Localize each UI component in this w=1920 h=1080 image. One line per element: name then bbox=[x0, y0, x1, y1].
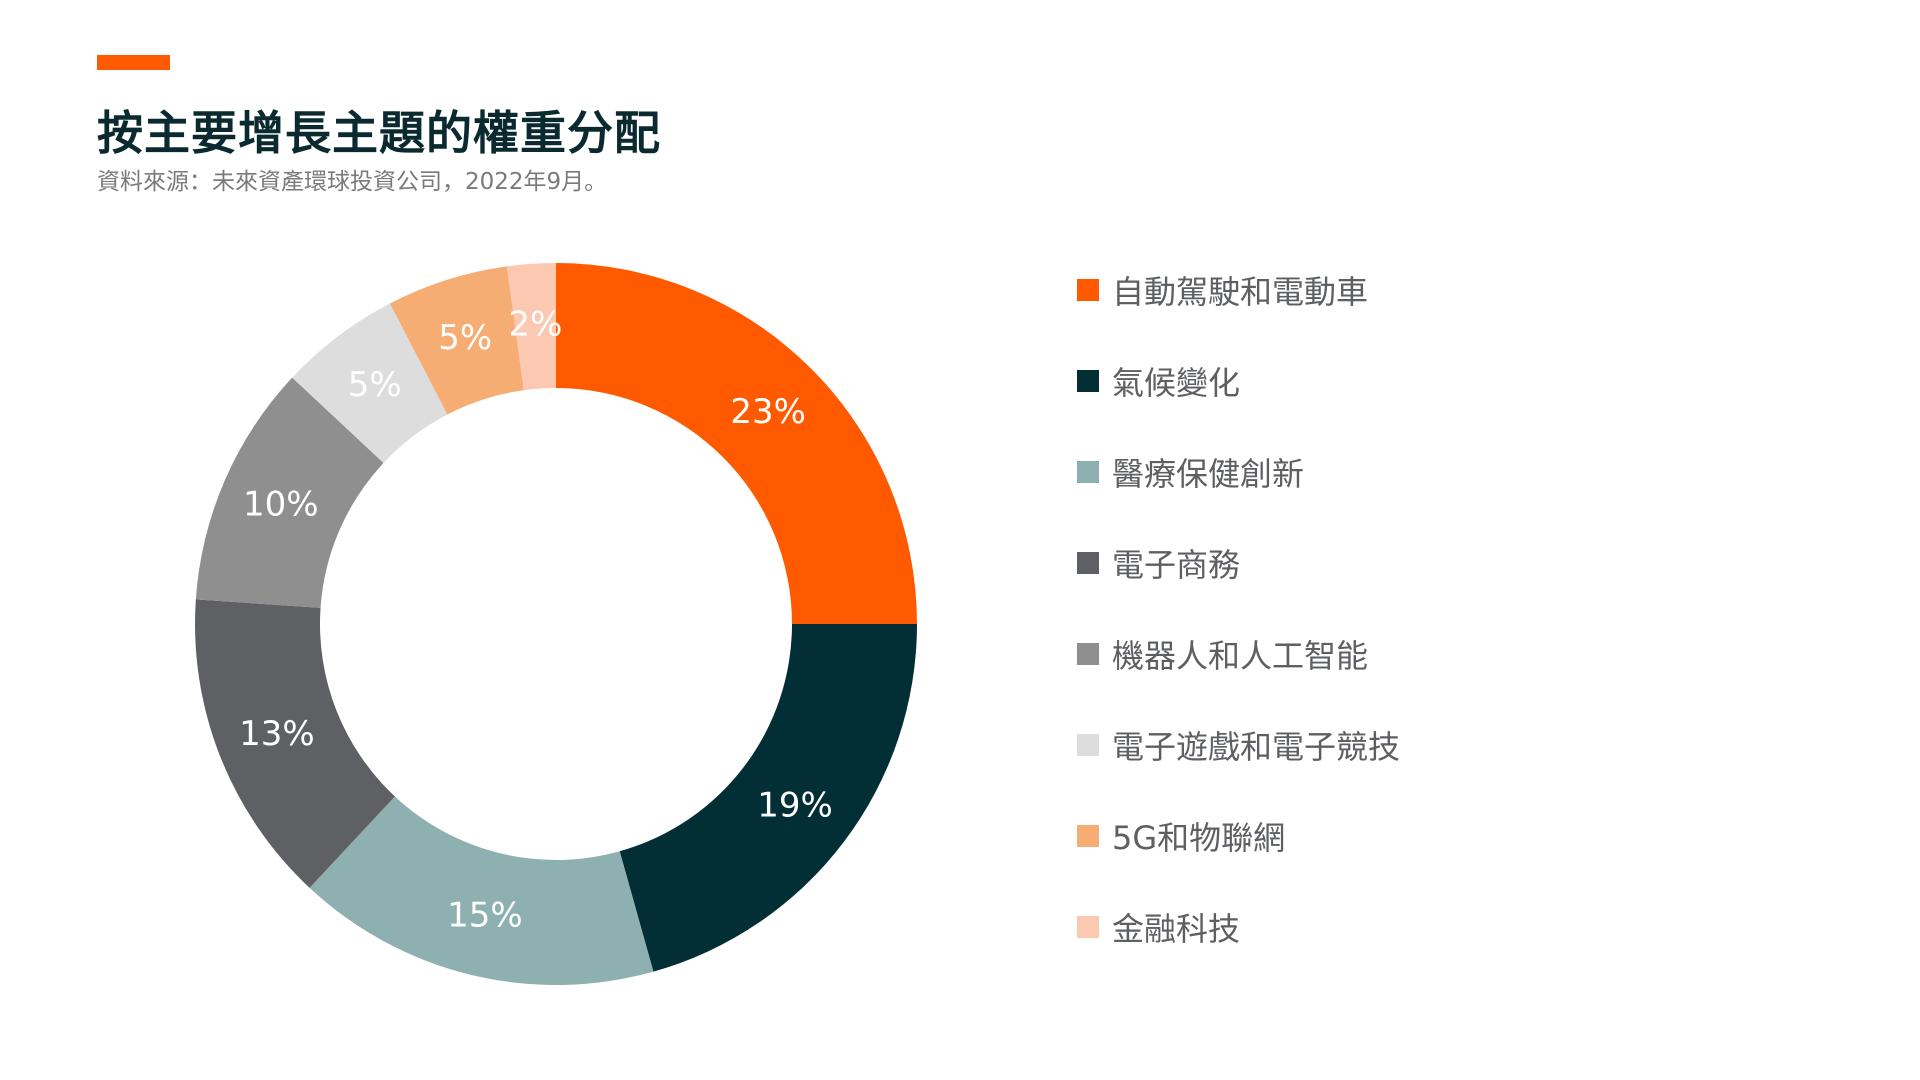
slice-value-label: 5% bbox=[348, 365, 402, 405]
accent-bar bbox=[97, 55, 170, 70]
legend-swatch bbox=[1077, 279, 1099, 301]
slice-value-label: 13% bbox=[239, 714, 315, 754]
legend-swatch bbox=[1077, 643, 1099, 665]
chart-title: 按主要增長主題的權重分配 bbox=[97, 106, 661, 160]
slice-value-label: 10% bbox=[243, 484, 319, 524]
slice-value-label: 15% bbox=[447, 895, 523, 935]
donut-slice bbox=[506, 263, 556, 391]
slice-value-label: 2% bbox=[509, 305, 563, 345]
legend-swatch bbox=[1077, 461, 1099, 483]
donut-slice bbox=[309, 796, 654, 985]
legend-item: 氣候變化 bbox=[1077, 361, 1241, 402]
legend-swatch bbox=[1077, 370, 1099, 392]
legend-swatch bbox=[1077, 552, 1099, 574]
legend-swatch bbox=[1077, 825, 1099, 847]
chart-source-note: 資料來源：未來資產環球投資公司，2022年9月。 bbox=[97, 169, 608, 195]
legend-item: 醫療保健創新 bbox=[1077, 452, 1305, 493]
legend-item: 機器人和人工智能 bbox=[1077, 634, 1369, 675]
legend-label: 醫療保健創新 bbox=[1112, 455, 1305, 493]
donut-slice bbox=[619, 624, 917, 972]
donut-slice bbox=[195, 377, 384, 608]
slice-value-label: 19% bbox=[757, 785, 833, 825]
legend-swatch bbox=[1077, 734, 1099, 756]
donut-slice bbox=[292, 303, 448, 463]
legend-label: 氣候變化 bbox=[1112, 364, 1241, 402]
donut-slice bbox=[556, 263, 917, 624]
legend-item: 電子商務 bbox=[1077, 543, 1241, 584]
legend-label: 電子遊戲和電子競技 bbox=[1112, 728, 1401, 766]
legend-label: 金融科技 bbox=[1112, 910, 1241, 948]
legend-item: 金融科技 bbox=[1077, 907, 1241, 948]
legend-label: 機器人和人工智能 bbox=[1112, 637, 1369, 675]
donut-slice bbox=[389, 266, 524, 415]
slice-value-label: 5% bbox=[438, 318, 492, 358]
slice-value-label: 23% bbox=[730, 392, 806, 432]
legend-swatch bbox=[1077, 916, 1099, 938]
legend-label: 電子商務 bbox=[1112, 546, 1241, 584]
legend-item: 自動駕駛和電動車 bbox=[1077, 270, 1369, 311]
donut-slice bbox=[194, 599, 395, 888]
legend-label: 5G和物聯網 bbox=[1112, 819, 1286, 857]
legend-item: 5G和物聯網 bbox=[1077, 816, 1286, 857]
legend-item: 電子遊戲和電子競技 bbox=[1077, 725, 1401, 766]
legend-label: 自動駕駛和電動車 bbox=[1112, 273, 1369, 311]
